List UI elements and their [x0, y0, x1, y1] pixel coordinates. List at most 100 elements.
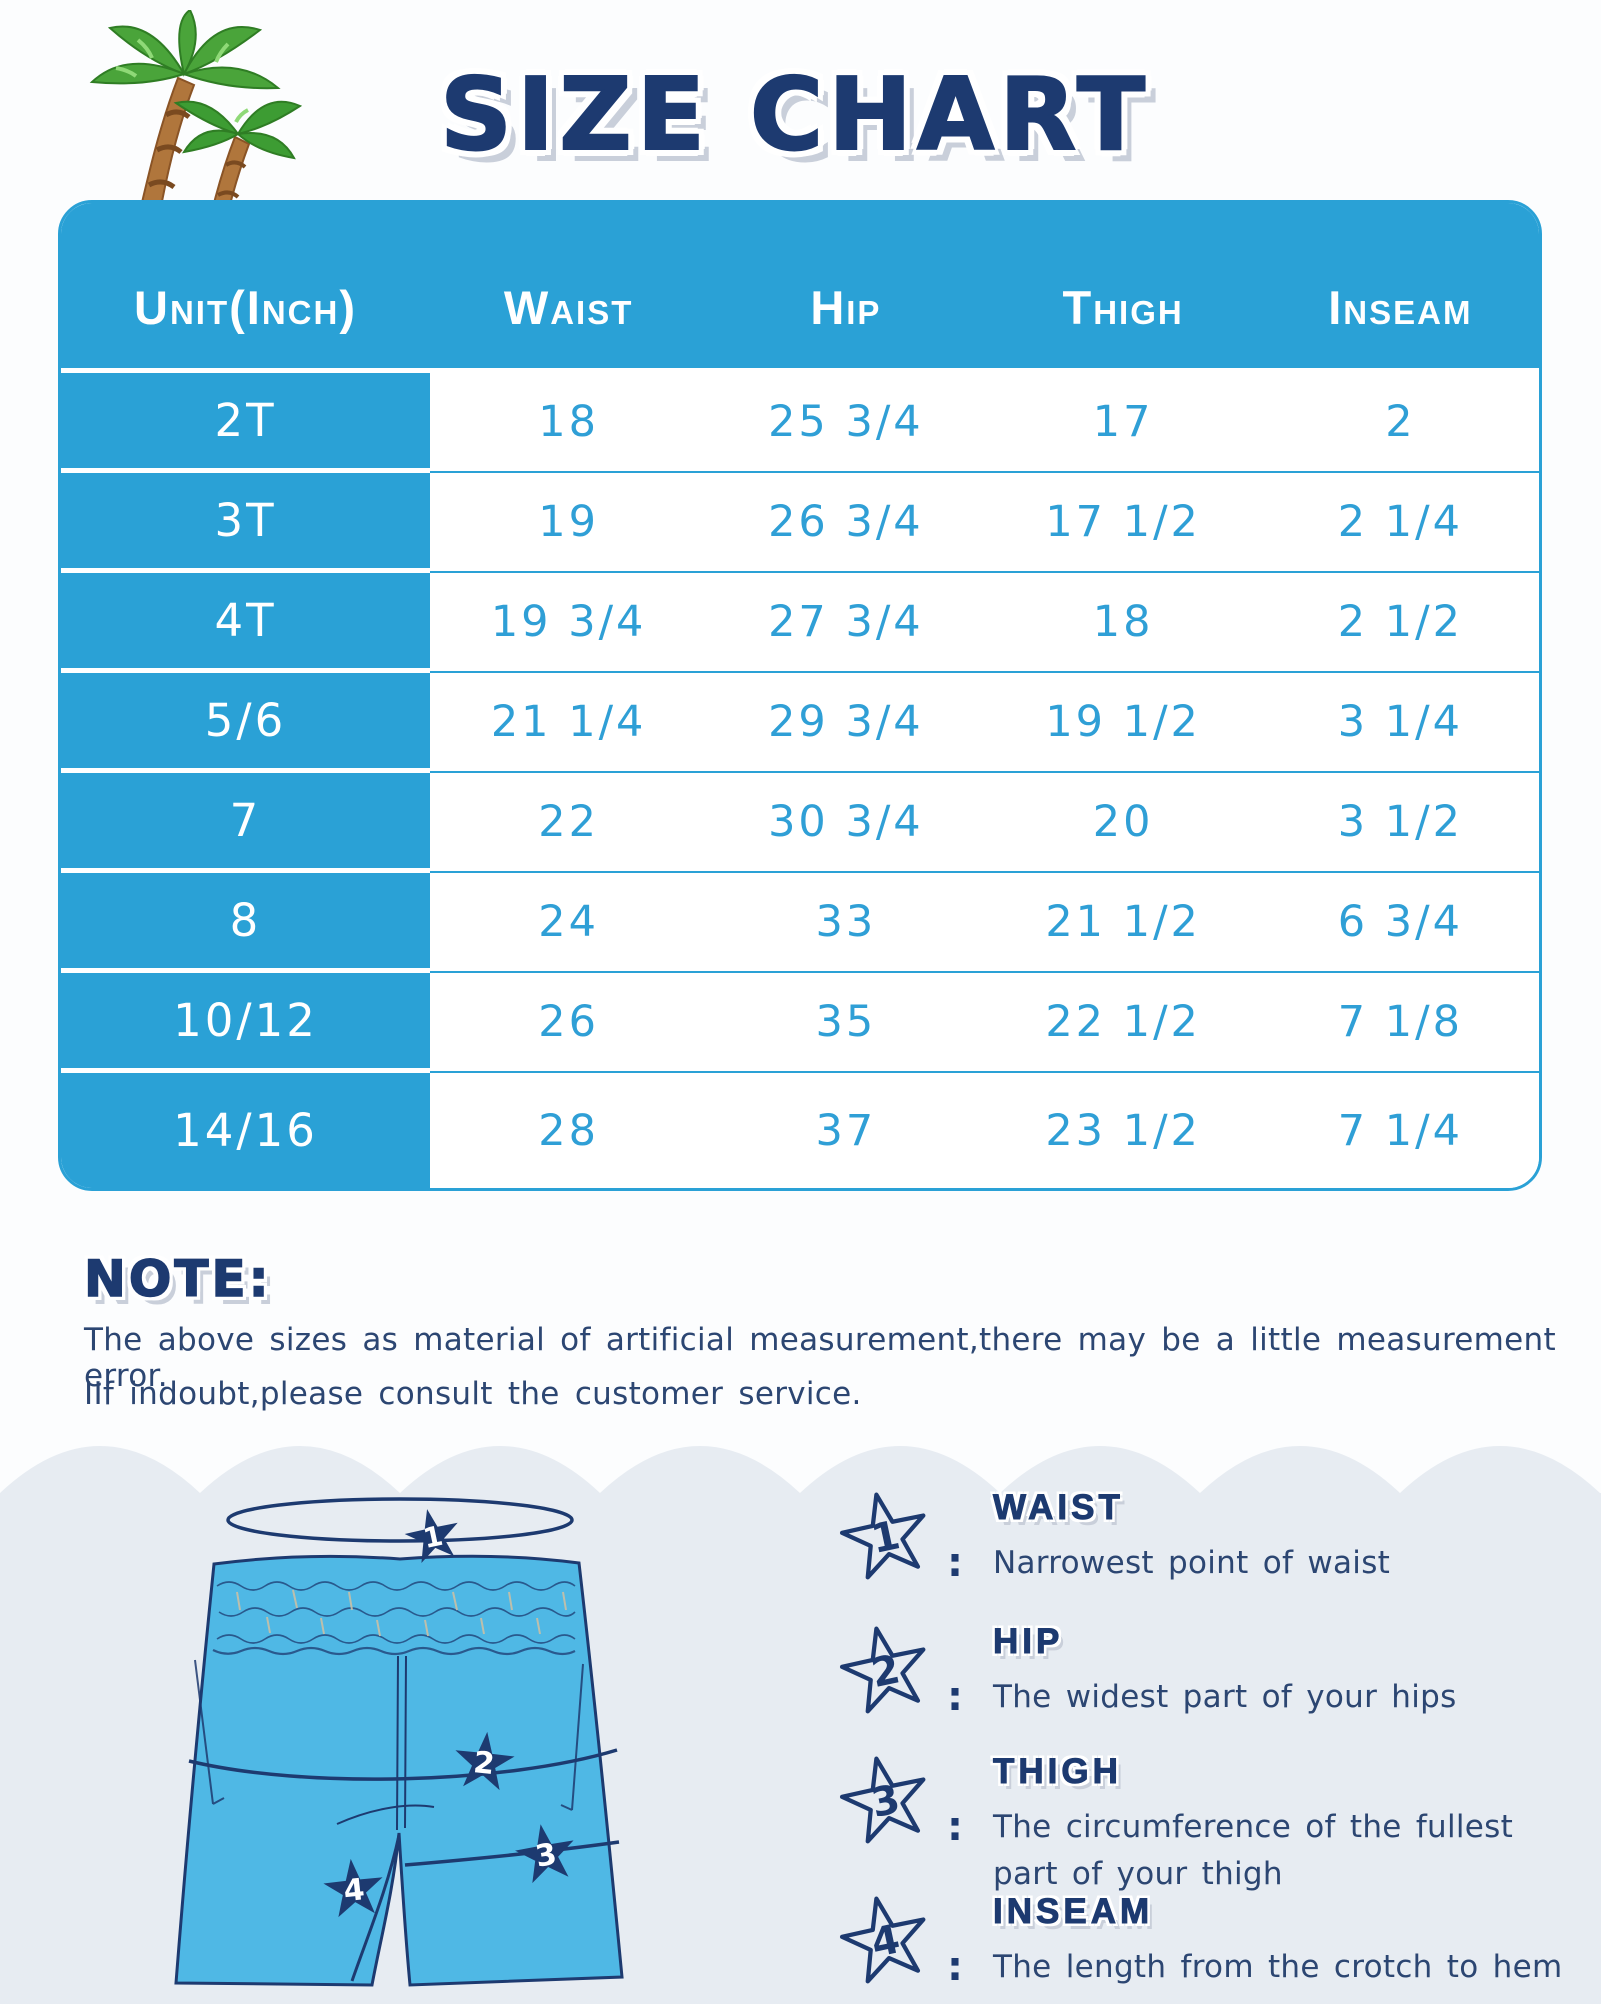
measurement-cell: 23 1/2	[984, 1073, 1262, 1188]
measurement-cell: 27 3/4	[707, 573, 985, 673]
header-cell-thigh: Thigh	[1062, 281, 1184, 334]
measurement-cell: 17	[984, 373, 1262, 473]
legend-desc: Narrowest point of waist	[993, 1545, 1391, 1581]
size-cell: 2T	[61, 373, 430, 473]
star-outline-icon: 1	[839, 1492, 926, 1580]
measurement-cell: 26 3/4	[707, 473, 985, 573]
legend-desc: The widest part of your hips	[993, 1679, 1457, 1715]
table-body: 2T 18 25 3/4 17 2 3T 19 26 3/4 17 1/2 2 1/4 4T 19 3…	[61, 373, 1539, 1188]
hip-measure-line	[188, 1748, 618, 1781]
measurement-cell: 28	[430, 1073, 708, 1188]
legend-desc: The circumference of the fullest part of…	[993, 1809, 1514, 1892]
measurement-cell: 22 1/2	[984, 973, 1262, 1073]
star-marker-1: 1	[404, 1509, 458, 1564]
measurement-cell: 6 3/4	[1261, 873, 1539, 973]
measurement-cell: 2 1/2	[1261, 573, 1539, 673]
star-outline-icon: 3	[839, 1756, 926, 1844]
legend: 1: WAIST Narrowest point of waist 2: HIP The …	[838, 1488, 1598, 2004]
fly-line	[396, 1655, 407, 1831]
legend-item: 4: INSEAM The length from the crotch to he…	[838, 1892, 1562, 1991]
thigh-measure-line	[404, 1840, 620, 1867]
measurement-cell: 19 3/4	[430, 573, 708, 673]
pocket-line-left	[194, 1659, 225, 1805]
measurement-cell: 19 1/2	[984, 673, 1262, 773]
table-row: 14/16 28 37 23 1/2 7 1/4	[61, 1073, 1539, 1188]
shorts-outline	[174, 1554, 624, 1987]
note-text-line: The above sizes as material of artificia…	[84, 1322, 1556, 1394]
header-cell-waist: Waist	[503, 281, 634, 334]
star-outline-icon: 4	[839, 1896, 926, 1984]
measurement-cell: 7 1/8	[1261, 973, 1539, 1073]
table-row: 10/12 26 35 22 1/2 7 1/8	[61, 973, 1539, 1073]
legend-label: INSEAM	[992, 1892, 1154, 1932]
size-cell: 7	[61, 773, 430, 873]
measurement-cell: 26	[430, 973, 708, 1073]
measurement-cell: 22	[430, 773, 708, 873]
measurement-cell: 7 1/4	[1261, 1073, 1539, 1188]
size-cell: 5/6	[61, 673, 430, 773]
waistband-texture	[212, 1581, 576, 1656]
measurement-cell: 18	[984, 573, 1262, 673]
measurement-cell: 24	[430, 873, 708, 973]
header-cell-inseam: Inseam	[1328, 281, 1473, 334]
legend-colon: :	[947, 1674, 963, 1720]
legend-item: 3: THIGH The circumference of the fullest …	[838, 1752, 1513, 1897]
measurement-cell: 17 1/2	[984, 473, 1262, 573]
table-row: 5/6 21 1/4 29 3/4 19 1/2 3 1/4	[61, 673, 1539, 773]
measurement-cell: 25 3/4	[707, 373, 985, 473]
legend-label: HIP	[993, 1622, 1064, 1662]
inseam-measure-line	[350, 1834, 401, 1982]
shorts-diagram: 1 2 3 4	[174, 1497, 624, 1987]
legend-colon: :	[947, 1804, 963, 1850]
waistband-crinkles	[236, 1589, 567, 1637]
note-heading: NOTE:	[83, 1249, 272, 1309]
legend-label: THIGH	[992, 1752, 1122, 1792]
star-outline-icon: 2	[839, 1626, 926, 1714]
star-marker-2: 2	[455, 1731, 515, 1791]
size-cell: 14/16	[61, 1073, 430, 1188]
measurement-cell: 18	[430, 373, 708, 473]
note-text-line: IIf indoubt,please consult the customer …	[84, 1376, 862, 1412]
size-cell: 3T	[61, 473, 430, 573]
pocket-line-right	[560, 1663, 584, 1811]
measurement-cell: 37	[707, 1073, 985, 1188]
size-cell: 8	[61, 873, 430, 973]
legend-item: 1: WAIST Narrowest point of waist	[838, 1488, 1390, 1587]
measurement-cell: 21 1/2	[984, 873, 1262, 973]
measurement-cell: 21 1/4	[430, 673, 708, 773]
svg-text:4: 4	[342, 1872, 366, 1909]
legend-colon: :	[947, 1944, 963, 1990]
legend-label: WAIST	[992, 1488, 1124, 1528]
table-row: 3T 19 26 3/4 17 1/2 2 1/4	[61, 473, 1539, 573]
table-row: 2T 18 25 3/4 17 2	[61, 373, 1539, 473]
header-cell-unit: Unit(Inch)	[134, 281, 357, 334]
size-cell: 4T	[61, 573, 430, 673]
page-title: SIZE CHART	[439, 55, 1151, 174]
measurement-cell: 20	[984, 773, 1262, 873]
measurement-cell: 33	[707, 873, 985, 973]
measurement-cell: 3 1/4	[1261, 673, 1539, 773]
measurement-cell: 2 1/4	[1261, 473, 1539, 573]
size-table: Unit(Inch) Waist Hip Thigh Inseam 2T 18 25…	[58, 200, 1542, 1191]
drawcord-line	[336, 1804, 435, 1825]
legend-item: 2: HIP The widest part of your hips	[838, 1622, 1457, 1721]
measurement-cell: 35	[707, 973, 985, 1073]
waist-ellipse	[226, 1497, 574, 1543]
legend-desc: The length from the crotch to hem	[993, 1949, 1563, 1985]
star-marker-4: 4	[323, 1858, 383, 1918]
table-row: 8 24 33 21 1/2 6 3/4	[61, 873, 1539, 973]
legend-colon: :	[947, 1540, 963, 1586]
measurement-cell: 19	[430, 473, 708, 573]
wave-border	[0, 1446, 1601, 1523]
table-row: 4T 19 3/4 27 3/4 18 2 1/2	[61, 573, 1539, 673]
table-row: 7 22 30 3/4 20 3 1/2	[61, 773, 1539, 873]
measurement-cell: 3 1/2	[1261, 773, 1539, 873]
size-cell: 10/12	[61, 973, 430, 1073]
measurement-cell: 30 3/4	[707, 773, 985, 873]
measurement-cell: 29 3/4	[707, 673, 985, 773]
table-header-row: Unit(Inch) Waist Hip Thigh Inseam	[61, 203, 1539, 373]
svg-text:2: 2	[472, 1745, 496, 1782]
header-cell-hip: Hip	[810, 281, 882, 334]
measurement-cell: 2	[1261, 373, 1539, 473]
